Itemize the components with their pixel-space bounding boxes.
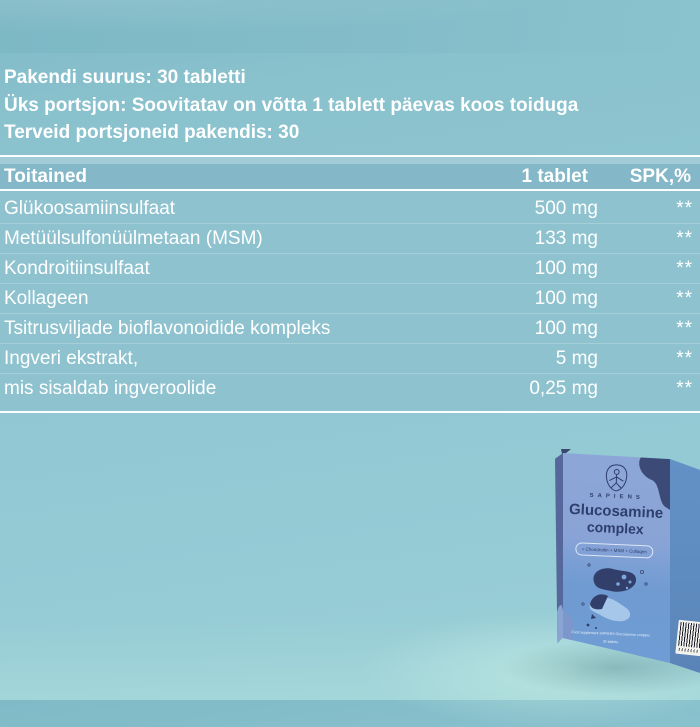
divider-bottom <box>0 411 700 413</box>
table-row: mis sisaldab ingveroolide 0,25 mg ** <box>0 373 700 403</box>
nutrient-amount: 0,25 mg <box>529 378 598 399</box>
nutrient-name: Tsitrusviljade bioflavonoidide kompleks <box>4 318 331 339</box>
table-top-strip <box>0 157 700 164</box>
nutrient-amount: 5 mg <box>555 348 598 369</box>
nutrition-table-header: Toitained 1 tablet SPK,% <box>0 164 700 189</box>
box-right-side <box>670 459 700 673</box>
nutrient-spk: ** <box>676 228 693 249</box>
divider-top <box>0 155 700 157</box>
box-side-wave-shape <box>555 605 563 643</box>
nutrient-name: mis sisaldab ingveroolide <box>4 378 217 399</box>
box-left-side <box>555 453 563 643</box>
brand-name: SAPIENS <box>589 492 644 502</box>
servings-per-package-line: Terveid portsjoneid pakendis: 30 <box>4 122 300 143</box>
box-footnote-line2: 30 tablets <box>602 639 619 645</box>
package-size-line: Pakendi suurus: 30 tabletti <box>4 67 246 88</box>
barcode <box>675 619 700 657</box>
nutrient-name: Glükoosamiinsulfaat <box>4 198 176 219</box>
product-title: Glucosamine complex <box>568 501 664 538</box>
package-info-block: Pakendi suurus: 30 tabletti Üks portsjon… <box>4 64 696 147</box>
ingredients-badge: + Chondroitin + MSM + Collagen <box>575 542 654 559</box>
nutrient-spk: ** <box>676 378 693 399</box>
serving-suggestion-line: Üks portsjon: Soovitatav on võtta 1 tabl… <box>4 94 579 116</box>
box-front-face: SAPIENS Glucosamine complex + Chondroiti… <box>563 453 670 663</box>
box-front-text: SAPIENS Glucosamine complex + Chondroiti… <box>563 453 670 663</box>
nutrient-name: Metüülsulfonüülmetaan (MSM) <box>4 228 263 249</box>
nutrient-spk: ** <box>676 198 693 219</box>
table-row: Kondroitiinsulfaat 100 mg ** <box>0 253 700 283</box>
table-row: Tsitrusviljade bioflavonoidide kompleks … <box>0 313 700 343</box>
background-top-shade <box>0 0 700 53</box>
column-header-spk: SPK,% <box>629 166 691 187</box>
table-row: Ingveri ekstrakt, 5 mg ** <box>0 343 700 373</box>
box-footnote-line1: Food supplement SAPIENS Glucosamine comp… <box>571 630 651 638</box>
nutrient-name: Kollageen <box>4 288 89 309</box>
barcode-digits <box>678 647 699 653</box>
nutrient-amount: 500 mg <box>534 198 598 219</box>
nutrition-table-body: Glükoosamiinsulfaat 500 mg ** Metüülsulf… <box>0 191 700 411</box>
nutrient-amount: 133 mg <box>534 228 598 249</box>
nutrient-name: Kondroitiinsulfaat <box>4 258 150 279</box>
nutrient-amount: 100 mg <box>534 288 598 309</box>
column-header-per-tablet: 1 tablet <box>521 166 588 187</box>
box-lid-edge <box>561 449 571 456</box>
sapiens-logo-icon <box>605 464 628 492</box>
nutrient-spk: ** <box>676 288 693 309</box>
nutrient-spk: ** <box>676 318 693 339</box>
barcode-bars <box>678 621 700 649</box>
product-box-image: SAPIENS Glucosamine complex + Chondroiti… <box>540 448 700 688</box>
nutrient-name: Ingveri ekstrakt, <box>4 348 139 369</box>
nutrient-spk: ** <box>676 348 693 369</box>
column-header-nutrients: Toitained <box>4 166 88 187</box>
nutrient-amount: 100 mg <box>534 258 598 279</box>
box-decoration-shapes <box>563 454 670 663</box>
table-row: Glükoosamiinsulfaat 500 mg ** <box>0 194 700 223</box>
nutrient-spk: ** <box>676 258 693 279</box>
table-row: Metüülsulfonüülmetaan (MSM) 133 mg ** <box>0 223 700 253</box>
nutrient-amount: 100 mg <box>534 318 598 339</box>
table-row: Kollageen 100 mg ** <box>0 283 700 313</box>
divider-header <box>0 189 700 191</box>
